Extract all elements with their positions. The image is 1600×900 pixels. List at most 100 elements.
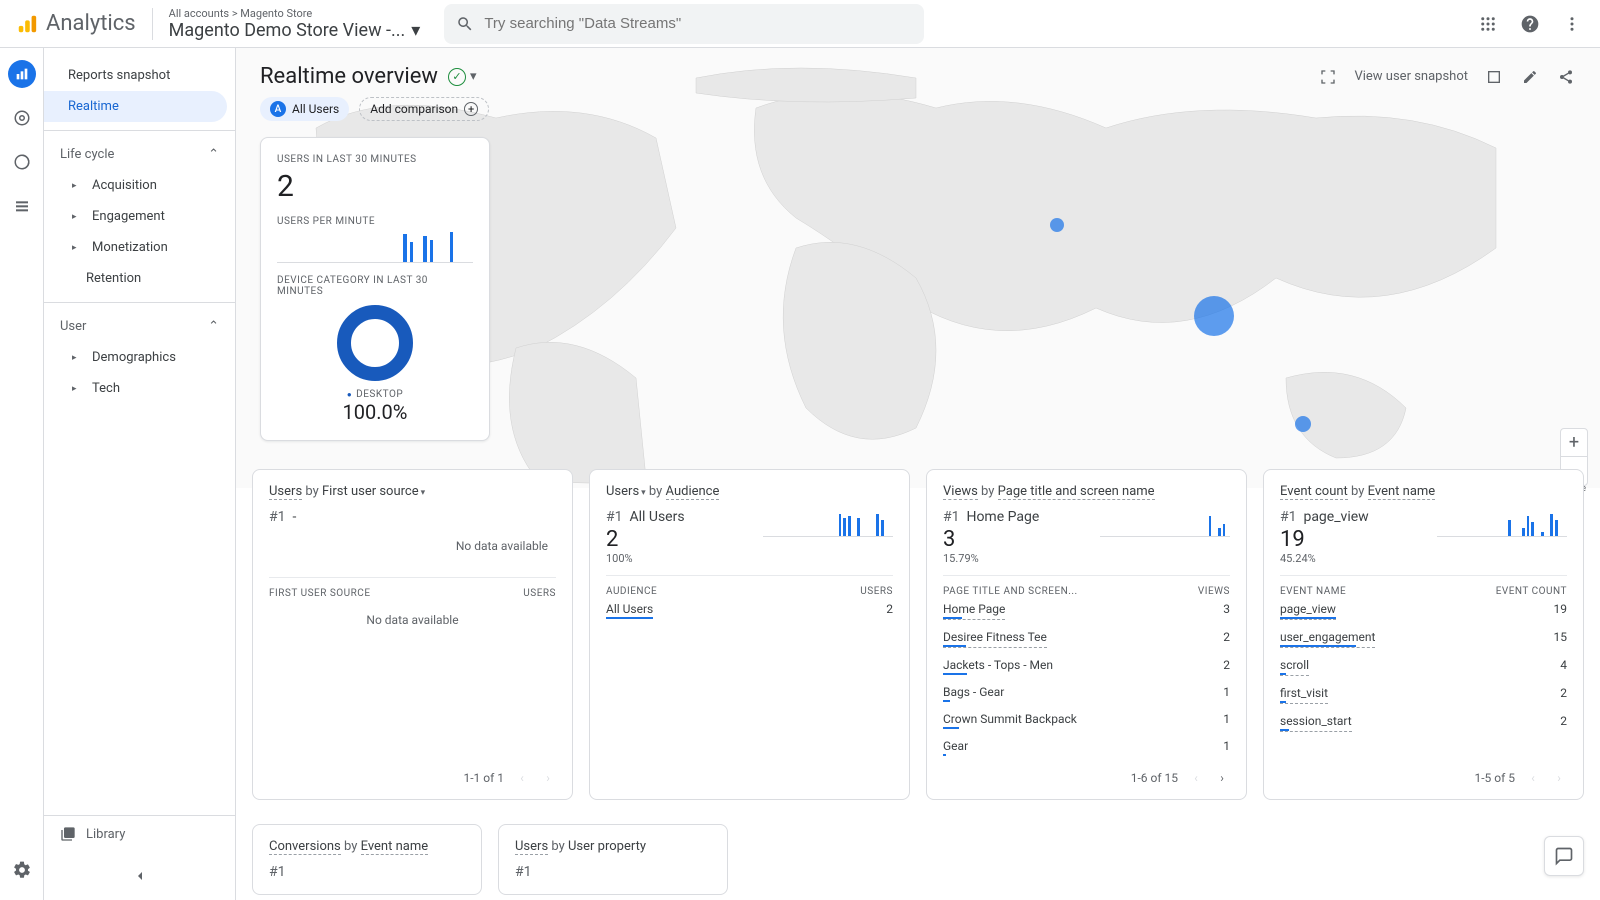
add-comparison-pill[interactable]: Add comparison+ [359, 97, 489, 121]
logo-section: Analytics [16, 8, 153, 40]
table-row[interactable]: Bags - Gear1 [943, 680, 1230, 707]
table-row[interactable]: Crown Summit Backpack1 [943, 707, 1230, 734]
table-row[interactable]: Gear1 [943, 734, 1230, 761]
chevron-up-icon: ⌃ [208, 319, 219, 334]
card-title[interactable]: Users▾ by Audience [606, 484, 893, 499]
device-legend: DESKTOP [277, 389, 473, 400]
device-percentage: 100.0% [277, 400, 473, 424]
nav-engagement[interactable]: ▸Engagement [44, 201, 235, 232]
table-row[interactable]: Desiree Fitness Tee2 [943, 625, 1230, 653]
comparison-filters: AAll Users Add comparison+ [236, 97, 1600, 137]
sparkline-chart [1100, 509, 1230, 537]
search-input[interactable] [484, 15, 912, 32]
library-icon [60, 826, 76, 842]
more-icon[interactable] [1560, 12, 1584, 36]
table-row[interactable]: session_start2 [1280, 709, 1567, 737]
table-row[interactable]: scroll4 [1280, 653, 1567, 681]
view-user-snapshot-button[interactable]: View user snapshot [1354, 69, 1468, 84]
card-value: 19 [1280, 527, 1437, 552]
nav-reports-snapshot[interactable]: Reports snapshot [44, 60, 235, 91]
pager-next-icon[interactable]: › [1214, 771, 1230, 785]
chevron-down-icon: ▾ [411, 20, 420, 41]
nav-group-lifecycle[interactable]: Life cycle⌃ [44, 139, 235, 170]
edit-icon[interactable] [1520, 67, 1540, 87]
zoom-in-button[interactable]: + [1561, 429, 1587, 457]
table-row[interactable]: page_view19 [1280, 597, 1567, 625]
app-header: Analytics All accounts > Magento Store M… [0, 0, 1600, 48]
card-value: 2 [606, 527, 763, 552]
rail-reports-icon[interactable] [8, 60, 36, 88]
rail-advertising-icon[interactable] [8, 148, 36, 176]
card-sub: 15.79% [943, 552, 1100, 565]
nav-group-user[interactable]: User⌃ [44, 311, 235, 342]
search-icon [456, 15, 474, 33]
chevron-up-icon: ⌃ [208, 147, 219, 162]
help-icon[interactable] [1518, 12, 1542, 36]
product-name: Analytics [46, 11, 136, 36]
all-users-pill[interactable]: AAll Users [260, 97, 349, 121]
card-title[interactable]: Users by User property [515, 839, 711, 854]
card-title[interactable]: Views by Page title and screen name [943, 484, 1230, 499]
caret-right-icon: ▸ [72, 181, 80, 191]
nav-demographics[interactable]: ▸Demographics [44, 342, 235, 373]
card-value: 3 [943, 527, 1100, 552]
nav-retention[interactable]: Retention [44, 263, 235, 294]
table-row[interactable]: first_visit2 [1280, 681, 1567, 709]
nav-monetization[interactable]: ▸Monetization [44, 232, 235, 263]
bottom-cards-row: Conversions by Event name #1 Users by Us… [236, 824, 1600, 900]
account-breadcrumb: All accounts > Magento Store [169, 7, 421, 20]
no-data-text: No data available [269, 525, 556, 567]
rail-configure-icon[interactable] [8, 192, 36, 220]
card-views-by-page: Views by Page title and screen name #1 H… [926, 469, 1247, 800]
nav-collapse-button[interactable] [44, 860, 235, 892]
metric-cards-row: Users by First user source▾ #1 - No data… [236, 457, 1600, 824]
feedback-button[interactable] [1544, 836, 1584, 876]
nav-divider [44, 302, 235, 303]
card-title[interactable]: Conversions by Event name [269, 839, 465, 854]
check-badge-icon: ✓ [448, 68, 466, 86]
fullscreen-icon[interactable] [1484, 67, 1504, 87]
nav-divider [44, 130, 235, 131]
nav-library[interactable]: Library [44, 815, 235, 852]
table-row[interactable]: Home Page3 [943, 597, 1230, 625]
nav-tech[interactable]: ▸Tech [44, 373, 235, 404]
table-row[interactable]: All Users2 [606, 597, 893, 624]
card-pager: 1-1 of 1‹› [269, 761, 556, 785]
nav-realtime[interactable]: Realtime [44, 91, 227, 122]
caret-right-icon: ▸ [72, 384, 80, 394]
card-conversions: Conversions by Event name #1 [252, 824, 482, 895]
users-per-min-label: USERS PER MINUTE [277, 216, 473, 227]
card-event-count: Event count by Event name #1 page_view 1… [1263, 469, 1584, 800]
card-title[interactable]: Users by First user source▾ [269, 484, 556, 499]
table-row[interactable]: Jackets - Tops - Men2 [943, 653, 1230, 680]
table-row[interactable]: user_engagement15 [1280, 625, 1567, 653]
device-donut-chart [277, 305, 473, 381]
chevron-down-icon: ▾ [421, 488, 426, 498]
sparkline-chart [763, 509, 893, 537]
apps-icon[interactable] [1476, 12, 1500, 36]
title-dropdown-icon[interactable]: ▾ [470, 69, 477, 84]
card-title[interactable]: Event count by Event name [1280, 484, 1567, 499]
card-pager: 1-5 of 5‹› [1280, 761, 1567, 785]
plus-icon: + [464, 102, 478, 116]
account-selector[interactable]: All accounts > Magento Store Magento Dem… [169, 7, 421, 41]
card-sub: 100% [606, 552, 763, 565]
card-pager: 1-6 of 15‹› [943, 761, 1230, 785]
users-30min-label: USERS IN LAST 30 MINUTES [277, 154, 473, 165]
caret-right-icon: ▸ [72, 353, 80, 363]
rail-explore-icon[interactable] [8, 104, 36, 132]
pager-prev-icon: ‹ [1525, 771, 1541, 785]
resize-icon[interactable] [1318, 67, 1338, 87]
left-nav: Reports snapshot Realtime Life cycle⌃ ▸A… [44, 48, 236, 900]
rail-settings-icon[interactable] [8, 856, 36, 884]
share-icon[interactable] [1556, 67, 1576, 87]
main-content: + − Keyboard shortcuts Map data ©2022 Te… [236, 48, 1600, 900]
search-box[interactable] [444, 4, 924, 44]
nav-acquisition[interactable]: ▸Acquisition [44, 170, 235, 201]
users-per-min-chart [277, 227, 473, 263]
header-actions [1476, 12, 1584, 36]
table-no-data: No data available [269, 599, 556, 641]
device-category-label: DEVICE CATEGORY IN LAST 30 MINUTES [277, 275, 473, 297]
users-30min-value: 2 [277, 169, 473, 204]
pager-next-icon: › [1551, 771, 1567, 785]
